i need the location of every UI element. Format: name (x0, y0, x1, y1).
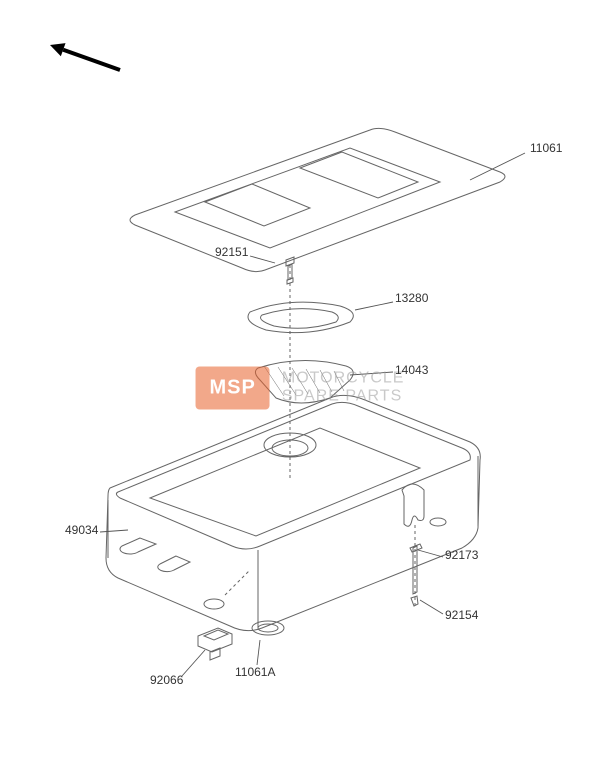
callout-49034: 49034 (65, 523, 98, 537)
callout-92154: 92154 (445, 608, 478, 622)
callout-92066: 92066 (150, 673, 183, 687)
diagram-svg (0, 0, 600, 775)
callout-11061A: 11061A (235, 665, 275, 679)
diagram-canvas: MSP MOTORCYCLE SPARE PARTS 1106192151132… (0, 0, 600, 775)
callout-92173: 92173 (445, 548, 478, 562)
callout-14043: 14043 (395, 363, 428, 377)
callout-11061: 11061 (530, 141, 562, 155)
callout-92151: 92151 (215, 245, 248, 259)
callout-13280: 13280 (395, 291, 428, 305)
